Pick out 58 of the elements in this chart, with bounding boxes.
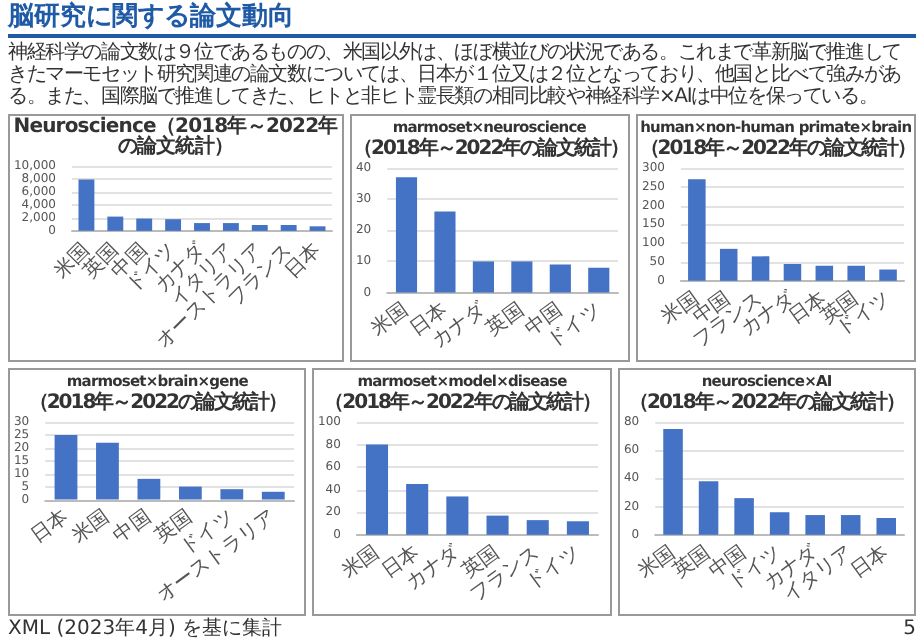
bar: [136, 218, 153, 231]
bar: [433, 211, 455, 293]
bar: [751, 256, 769, 281]
chart-title: Neuroscience（2018年～2022年の論文統計）: [12, 116, 339, 158]
bar: [878, 269, 897, 281]
bar: [54, 434, 78, 500]
bar: [446, 496, 470, 535]
bar: [804, 515, 825, 535]
bar: [78, 179, 95, 231]
bar: [662, 429, 683, 535]
chart-subtitle: （2018年～2022年の論文統計）: [322, 392, 602, 414]
bar: [567, 521, 590, 535]
bar: [733, 498, 754, 535]
bar: [366, 444, 389, 535]
bar: [527, 520, 550, 535]
bar: [698, 481, 718, 535]
chart-subtitle: （2018年～2022の論文統計）: [26, 392, 288, 414]
bar: [251, 225, 268, 231]
x-tick-label: 日本: [26, 505, 73, 548]
bar: [96, 442, 119, 500]
bar: [165, 219, 182, 231]
bar: [280, 225, 297, 231]
bar: [261, 491, 285, 500]
bar: [687, 179, 706, 281]
bar: [719, 248, 737, 281]
bar: [194, 223, 210, 231]
x-tick-label: 米国: [632, 540, 679, 584]
bar: [815, 265, 833, 281]
text: 5: [903, 618, 916, 640]
chart-subtitle: （2018年～2022年の論文統計）: [626, 392, 907, 414]
bar: [840, 515, 860, 535]
x-tick-label: 中国: [108, 505, 156, 548]
chart-subtitle: （2018年～2022年の論文統計）: [639, 138, 915, 160]
bar: [875, 517, 896, 535]
x-tick-label: 日本: [845, 540, 893, 584]
chart-subtitle: （2018年～2022年の論文統計）: [353, 138, 629, 160]
x-tick-label: 米国: [365, 298, 412, 341]
bar: [137, 478, 161, 500]
x-tick-label: 米国: [67, 505, 114, 548]
text: 神経科学の論文数は９位であるものの、米国以外は、ほぼ横並びの状況である。これまで革新脳で推進してきたマーモセット研究関連の論文数については、日本が１位又は２位となっており、他国と比べて強みがある。また、国際脳で推進してきた、ヒトと非ヒト霊長類の相同比較や神経科学×AIは中位を保っている。: [8, 42, 903, 108]
bar: [510, 261, 532, 293]
x-tick-label: 米国: [337, 540, 385, 584]
bar: [107, 216, 124, 231]
bar: [178, 486, 202, 500]
text: XML (2023年4月) を基に集計: [8, 618, 283, 640]
bar: [587, 267, 609, 293]
bar: [783, 263, 801, 281]
bar: [548, 264, 570, 293]
bar: [406, 484, 429, 535]
bar: [222, 223, 239, 231]
x-tick-label: 英国: [480, 298, 528, 341]
text: 脳研究に関する論文動向: [8, 2, 916, 38]
bar: [220, 489, 244, 500]
bar: [846, 265, 865, 281]
bar: [487, 515, 510, 535]
bar: [769, 512, 789, 535]
bar: [394, 177, 417, 293]
bar: [471, 261, 493, 293]
